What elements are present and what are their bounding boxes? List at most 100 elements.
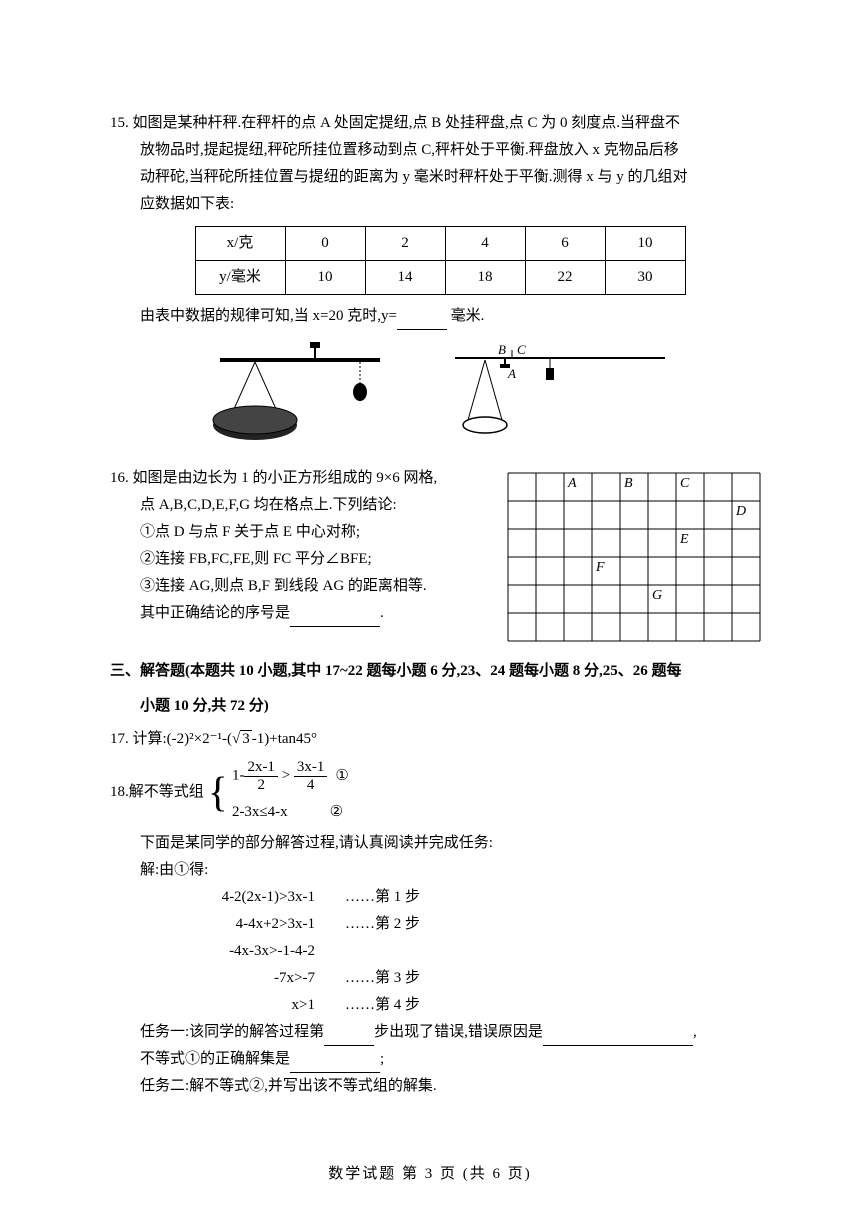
q15-table-wrap: x/克 0 2 4 6 10 y/毫米 10 14 18 22 30: [110, 226, 770, 295]
sqrt-body: 3: [240, 730, 252, 747]
q16-number: 16.: [110, 470, 129, 486]
table-cell: 18: [445, 261, 525, 295]
q16-item3: ③连接 AG,则点 B,F 到线段 AG 的距离相等.: [110, 573, 480, 600]
step-label: ……第 4 步: [345, 992, 420, 1019]
q15-number: 15.: [110, 115, 129, 131]
svg-text:E: E: [679, 532, 689, 547]
blank: [397, 312, 447, 330]
q18-sol-label: 解:由①得:: [110, 857, 770, 884]
task1-b: 步出现了错误,错误原因是: [374, 1024, 543, 1040]
q18-ineq1: 1-2x-12 > 3x-14 ①: [232, 759, 349, 793]
q15-line3: 动秤砣,当秤砣所挂位置与提纽的距离为 y 毫米时秤杆处于平衡.测得 x 与 y …: [110, 164, 770, 191]
table-row: x/克 0 2 4 6 10: [195, 227, 685, 261]
svg-text:A: A: [567, 476, 577, 491]
q15-line4: 应数据如下表:: [110, 191, 770, 218]
q16-item2: ②连接 FB,FC,FE,则 FC 平分∠BFE;: [110, 546, 480, 573]
table-cell: 10: [605, 227, 685, 261]
task1-e: ;: [380, 1051, 384, 1067]
table-cell: y/毫米: [195, 261, 285, 295]
section3-title: 三、解答题(本题共 10 小题,其中 17~22 题每小题 6 分,23、24 …: [110, 658, 770, 685]
question-16: 16. 如图是由边长为 1 的小正方形组成的 9×6 网格, 点 A,B,C,D…: [110, 465, 770, 650]
section-3-header: 三、解答题(本题共 10 小题,其中 17~22 题每小题 6 分,23、24 …: [110, 658, 770, 720]
circled-2: ②: [330, 799, 343, 826]
blank: [543, 1028, 693, 1046]
q18-task1-line2: 不等式①的正确解集是;: [110, 1046, 770, 1073]
question-18: 18. 解不等式组 { 1-2x-12 > 3x-14 ① 2-3x≤4-x ②…: [110, 759, 770, 1100]
q16-conclusion: 其中正确结论的序号是.: [110, 600, 480, 627]
q18-system: 18. 解不等式组 { 1-2x-12 > 3x-14 ① 2-3x≤4-x ②: [110, 759, 770, 826]
table-cell: 14: [365, 261, 445, 295]
ineq1-mid: >: [282, 767, 290, 783]
brace-icon: {: [208, 772, 228, 814]
question-15: 15. 如图是某种杆秤.在秤杆的点 A 处固定提纽,点 B 处挂秤盘,点 C 为…: [110, 110, 770, 450]
page-footer: 数学试题 第 3 页 (共 6 页): [0, 1161, 860, 1188]
fraction: 2x-12: [244, 759, 278, 793]
blank: [290, 609, 380, 627]
task1-c: ,: [693, 1024, 697, 1040]
label-c: C: [517, 342, 526, 357]
q18-ineq2: 2-3x≤4-x ②: [232, 799, 349, 826]
svg-text:D: D: [735, 504, 746, 519]
q17-text1: 计算:(-2)²×2⁻¹-(: [133, 731, 233, 747]
table-cell: 4: [445, 227, 525, 261]
q16-line1: 如图是由边长为 1 的小正方形组成的 9×6 网格,: [133, 470, 438, 486]
blank: [324, 1028, 374, 1046]
table-cell: x/克: [195, 227, 285, 261]
step-expr: 4-4x+2>3x-1: [155, 911, 345, 938]
steelyard-schematic-icon: B C A: [450, 340, 670, 450]
question-17: 17. 计算:(-2)²×2⁻¹-(3-1)+tan45°: [110, 726, 770, 753]
step-label: ……第 1 步: [345, 884, 420, 911]
ineq2-expr: 2-3x≤4-x: [232, 799, 288, 826]
table-cell: 22: [525, 261, 605, 295]
q18-steps: 4-2(2x-1)>3x-1……第 1 步 4-4x+2>3x-1……第 2 步…: [155, 884, 770, 1019]
sqrt-icon: 3: [232, 726, 252, 753]
task1-d: 不等式①的正确解集是: [140, 1051, 290, 1067]
q15-line5b: 毫米.: [451, 308, 485, 324]
svg-text:F: F: [595, 560, 605, 575]
q16-line6: 其中正确结论的序号是: [140, 605, 290, 621]
table-cell: 6: [525, 227, 605, 261]
svg-text:B: B: [624, 476, 633, 491]
q18-label: 解不等式组: [129, 779, 204, 806]
q18-task2: 任务二:解不等式②,并写出该不等式组的解集.: [110, 1073, 770, 1100]
q18-number: 18.: [110, 779, 129, 806]
svg-text:G: G: [652, 588, 662, 603]
step-label: ……第 3 步: [345, 965, 420, 992]
q15-line2: 放物品时,提起提纽,秤砣所挂位置移动到点 C,秤杆处于平衡.秤盘放入 x 克物品…: [110, 137, 770, 164]
q18-task1-line1: 任务一:该同学的解答过程第 步出现了错误,错误原因是,: [110, 1019, 770, 1046]
step-row: x>1……第 4 步: [155, 992, 770, 1019]
label-a: A: [507, 366, 516, 381]
table-cell: 2: [365, 227, 445, 261]
q15-line1: 如图是某种杆秤.在秤杆的点 A 处固定提纽,点 B 处挂秤盘,点 C 为 0 刻…: [133, 115, 681, 131]
q15-body: 15. 如图是某种杆秤.在秤杆的点 A 处固定提纽,点 B 处挂秤盘,点 C 为…: [110, 110, 770, 137]
section3-title2: 小题 10 分,共 72 分): [110, 693, 770, 720]
step-row: 4-4x+2>3x-1……第 2 步: [155, 911, 770, 938]
step-expr: -4x-3x>-1-4-2: [155, 938, 345, 965]
q18-ineq-lines: 1-2x-12 > 3x-14 ① 2-3x≤4-x ②: [232, 759, 349, 826]
q15-diagrams: B C A: [110, 340, 770, 450]
step-expr: x>1: [155, 992, 345, 1019]
label-b: B: [498, 342, 506, 357]
svg-text:C: C: [680, 476, 690, 491]
table-cell: 30: [605, 261, 685, 295]
fraction: 3x-14: [294, 759, 328, 793]
blank: [290, 1055, 380, 1073]
table-cell: 0: [285, 227, 365, 261]
frac-num: 3x-1: [294, 759, 328, 777]
q16-line1-wrap: 16. 如图是由边长为 1 的小正方形组成的 9×6 网格,: [110, 465, 480, 492]
steelyard-photo-icon: [210, 340, 390, 450]
frac-num: 2x-1: [244, 759, 278, 777]
step-row: 4-2(2x-1)>3x-1……第 1 步: [155, 884, 770, 911]
table-cell: 10: [285, 261, 365, 295]
frac-den: 2: [244, 777, 278, 794]
q16-text: 16. 如图是由边长为 1 的小正方形组成的 9×6 网格, 点 A,B,C,D…: [110, 465, 480, 627]
ineq1-lhs: 1-: [232, 767, 245, 783]
q15-line5: 由表中数据的规律可知,当 x=20 克时,y= 毫米.: [110, 303, 770, 330]
step-row: -7x>-7……第 3 步: [155, 965, 770, 992]
task1-a: 任务一:该同学的解答过程第: [140, 1024, 324, 1040]
step-expr: -7x>-7: [155, 965, 345, 992]
q15-line5a: 由表中数据的规律可知,当 x=20 克时,y=: [140, 308, 397, 324]
q18-intro: 下面是某同学的部分解答过程,请认真阅读并完成任务:: [110, 830, 770, 857]
frac-den: 4: [294, 777, 328, 794]
table-row: y/毫米 10 14 18 22 30: [195, 261, 685, 295]
